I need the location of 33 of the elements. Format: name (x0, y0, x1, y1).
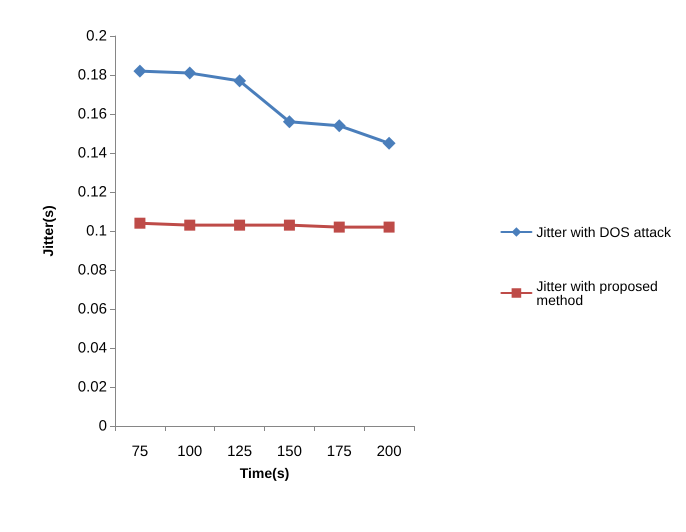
y-tick-label: 0.04 (78, 340, 107, 356)
y-tick-label: 0.12 (78, 184, 107, 200)
legend-label: Jitter with DOS attack (536, 224, 672, 240)
point (334, 222, 345, 233)
x-tick-label: 100 (177, 443, 202, 460)
point (133, 64, 146, 78)
point (183, 66, 196, 80)
y-tick-label: 0.08 (78, 262, 107, 278)
point (282, 115, 296, 128)
y-tick-label: 0.02 (78, 378, 107, 396)
x-tick-label: 150 (276, 443, 302, 460)
y-tick-label: 0.2 (86, 28, 107, 44)
x-tick-label: 125 (227, 443, 252, 460)
y-tick-label: 0.1 (86, 222, 107, 240)
y-tick-label: 0.16 (78, 106, 107, 122)
y-tick-label: 0.06 (78, 300, 107, 318)
y-tick-label: 0.18 (78, 66, 107, 84)
point (234, 220, 246, 231)
point (382, 136, 396, 150)
point (184, 220, 196, 231)
point (233, 74, 246, 88)
x-axis-title: Time(s) (240, 465, 290, 481)
x-tick-label: 200 (376, 443, 402, 460)
point (332, 119, 346, 132)
point (134, 218, 146, 229)
x-tick-label: 175 (326, 443, 352, 460)
y-tick-label: 0.14 (78, 144, 107, 162)
x-tick-label: 75 (132, 443, 148, 460)
y-axis-title: Jitter(s) (40, 205, 56, 257)
point (284, 220, 295, 231)
legend-label: Jitter with proposed method (536, 278, 662, 308)
y-tick-label: 0 (98, 418, 107, 434)
point (384, 222, 395, 233)
